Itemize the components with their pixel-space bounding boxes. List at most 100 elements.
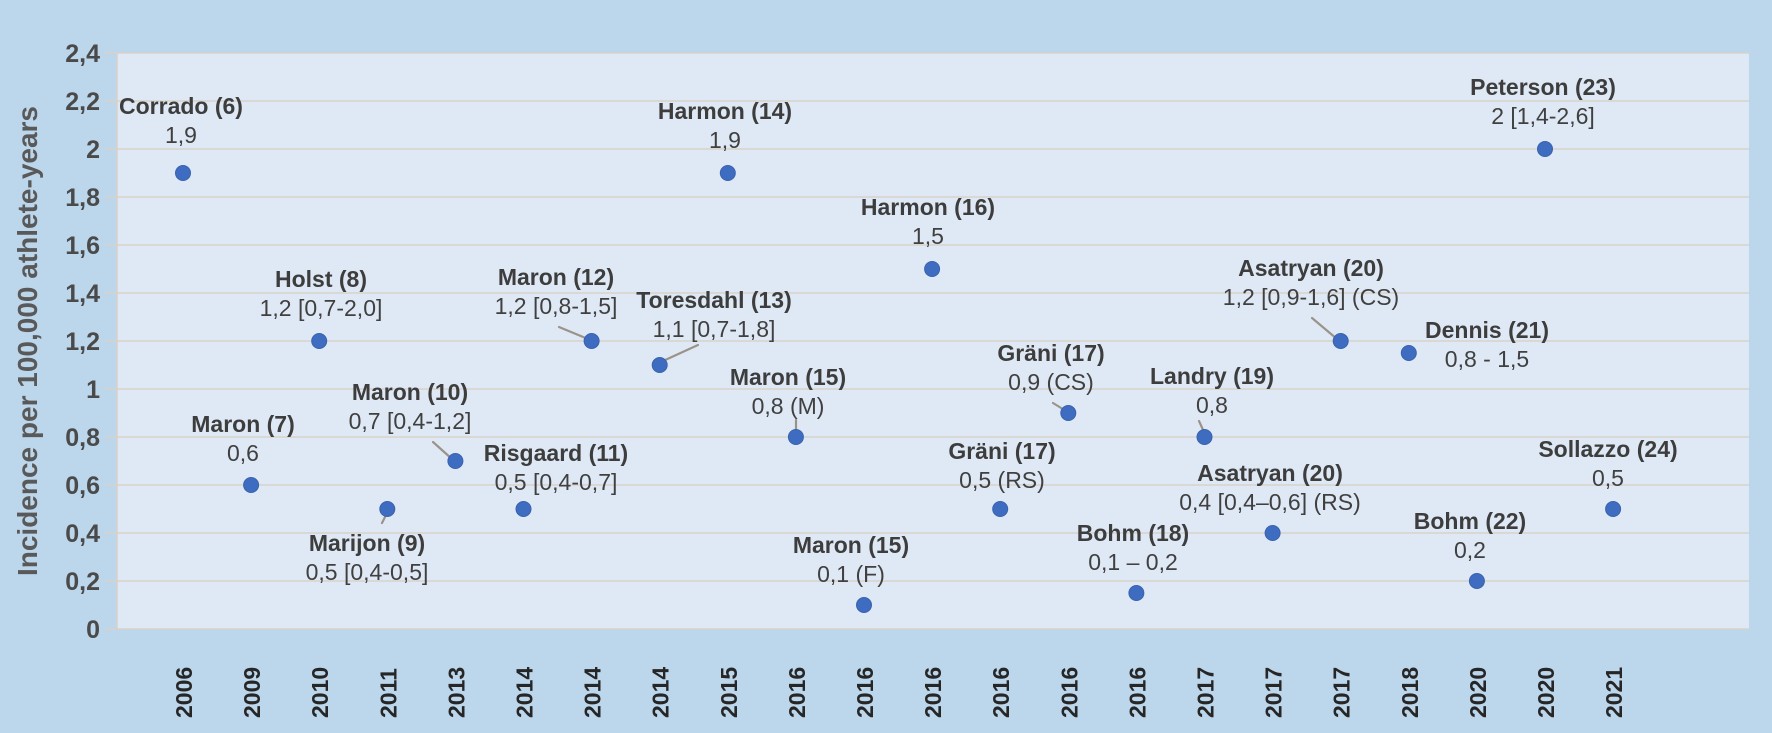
point-label-study: Risgaard (11)	[484, 440, 628, 466]
y-tick-label: 0,8	[65, 424, 100, 452]
data-point	[992, 501, 1009, 517]
point-label-study: Corrado (6)	[119, 93, 243, 119]
x-tick-label: 2014	[512, 667, 538, 718]
point-label-study: Bohm (22)	[1414, 508, 1526, 534]
x-tick-label: 2014	[580, 667, 606, 718]
point-label-value: 0,9 (CS)	[1008, 369, 1094, 395]
point-label-value: 0,8 (M)	[752, 393, 825, 419]
x-tick-label: 2013	[443, 667, 469, 718]
data-point	[651, 357, 668, 373]
x-tick-label: 2020	[1533, 667, 1559, 718]
point-label-value: 1,2 [0,7-2,0]	[260, 295, 383, 321]
x-tick-label: 2014	[648, 667, 674, 718]
point-label-study: Maron (10)	[352, 379, 468, 405]
point-label-study: Sollazzo (24)	[1538, 436, 1677, 462]
point-label-value: 1,9	[165, 122, 197, 148]
point-label-value: 0,6	[227, 440, 259, 466]
data-point	[515, 501, 532, 517]
leader-line	[1310, 316, 1339, 341]
y-tick-label: 0,4	[65, 520, 100, 548]
data-point	[1060, 405, 1077, 421]
y-axis-title: Incidence per 100,000 athlete-years	[12, 105, 43, 577]
x-tick-label: 2021	[1601, 667, 1627, 718]
y-tick-label: 0,2	[65, 568, 100, 596]
data-point	[787, 429, 804, 445]
point-label-value: 0,8	[1196, 392, 1228, 418]
point-label-study: Dennis (21)	[1425, 317, 1549, 343]
x-tick-label: 2017	[1329, 667, 1355, 718]
data-point	[1196, 429, 1213, 445]
data-point	[856, 597, 872, 613]
x-tick-label: 2016	[920, 667, 946, 718]
x-tick-label: 2016	[852, 667, 878, 718]
x-tick-label: 2018	[1397, 667, 1423, 718]
y-tick-label: 0,6	[65, 472, 100, 500]
point-label-value: 0,5 [0,4-0,7]	[495, 469, 618, 495]
point-label-study: Gräni (17)	[948, 438, 1055, 464]
x-tick-label: 2016	[988, 667, 1014, 718]
point-label-value: 0,8 - 1,5	[1445, 346, 1529, 372]
data-point	[1537, 141, 1553, 157]
data-point	[1468, 573, 1485, 589]
point-label-study: Gräni (17)	[997, 340, 1104, 366]
x-tick-label: 2011	[375, 668, 401, 718]
point-label-study: Toresdahl (13)	[636, 287, 792, 313]
point-label-study: Bohm (18)	[1077, 520, 1189, 546]
x-tick-label: 2017	[1261, 667, 1287, 718]
x-tick-label: 2016	[1124, 667, 1150, 718]
point-label-study: Asatryan (20)	[1238, 255, 1384, 281]
y-tick-label: 1,6	[65, 232, 100, 260]
y-tick-label: 2,2	[65, 88, 100, 116]
y-tick-label: 2	[86, 136, 100, 164]
data-point	[447, 453, 464, 469]
point-label-value: 2 [1,4-2,6]	[1491, 103, 1595, 129]
point-label-value: 1,5	[912, 223, 944, 249]
point-label-study: Maron (7)	[191, 411, 295, 437]
data-point	[1332, 333, 1349, 349]
point-label-value: 0,5 (RS)	[959, 467, 1045, 493]
point-label-value: 1,2 [0,8-1,5]	[495, 293, 618, 319]
leader-line	[557, 325, 590, 341]
data-point	[1264, 525, 1281, 541]
y-tick-label: 0	[86, 616, 100, 644]
x-tick-label: 2010	[307, 667, 333, 718]
data-point	[175, 165, 191, 181]
point-label-study: Maron (12)	[498, 264, 614, 290]
point-label-study: Peterson (23)	[1470, 74, 1616, 100]
point-label-study: Maron (15)	[730, 364, 846, 390]
data-point	[1605, 501, 1622, 517]
data-point	[243, 477, 260, 493]
point-label-value: 0,2	[1454, 537, 1486, 563]
x-tick-label: 2006	[171, 667, 197, 718]
data-point	[924, 261, 941, 277]
x-tick-label: 2016	[1056, 667, 1082, 718]
point-label-value: 1,9	[709, 127, 741, 153]
point-label-value: 0,5 [0,4-0,5]	[306, 559, 429, 585]
point-label-study: Marijon (9)	[309, 530, 425, 556]
data-point	[311, 333, 328, 349]
point-label-study: Harmon (14)	[658, 98, 792, 124]
data-point	[719, 165, 736, 181]
x-tick-label: 2015	[716, 667, 742, 718]
x-tick-label: 2017	[1193, 667, 1219, 718]
x-tick-label: 2016	[784, 667, 810, 718]
leader-line	[661, 343, 700, 363]
y-tick-label: 1	[86, 376, 100, 404]
point-label-value: 1,1 [0,7-1,8]	[653, 316, 776, 342]
data-point	[1400, 345, 1417, 361]
y-tick-label: 2,4	[65, 40, 100, 68]
y-tick-label: 1,2	[65, 328, 100, 356]
data-point	[583, 333, 600, 349]
point-label-study: Asatryan (20)	[1197, 460, 1343, 486]
y-tick-label: 1,4	[65, 280, 100, 308]
point-label-value: 1,2 [0,9-1,6] (CS)	[1223, 284, 1399, 310]
data-point	[379, 501, 396, 517]
point-label-value: 0,5	[1592, 465, 1624, 491]
data-point	[1128, 585, 1145, 601]
point-label-value: 0,4 [0,4–0,6] (RS)	[1179, 489, 1361, 515]
point-label-value: 0,7 [0,4-1,2]	[349, 408, 472, 434]
point-label-study: Landry (19)	[1150, 363, 1274, 389]
y-tick-label: 1,8	[65, 184, 100, 212]
point-label-study: Harmon (16)	[861, 194, 995, 220]
